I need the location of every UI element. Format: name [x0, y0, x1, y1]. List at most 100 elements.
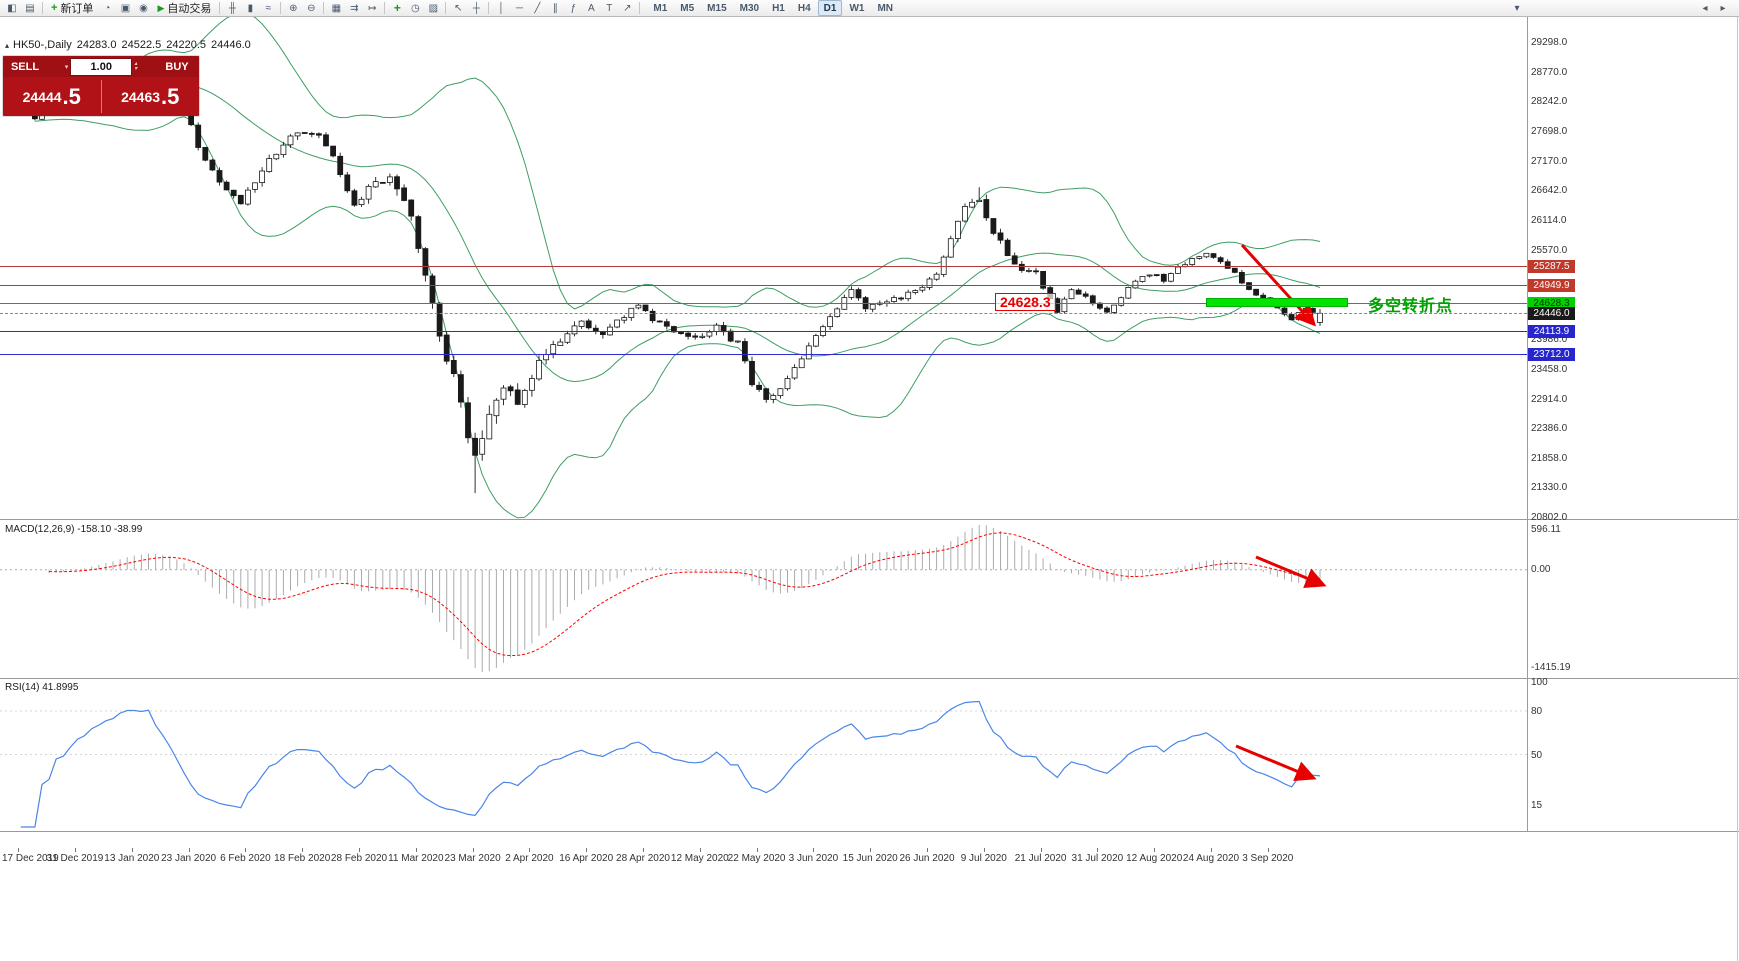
x-axis-label: 13 Jan 2020 [104, 853, 160, 864]
candlestick-chart-icon[interactable]: ▮ [247, 2, 254, 14]
timeframe-m5[interactable]: M5 [680, 2, 695, 14]
x-axis-label: 12 Aug 2020 [1126, 853, 1183, 864]
x-axis-label: 22 May 2020 [727, 853, 786, 864]
x-axis-label: 23 Mar 2020 [444, 853, 501, 864]
current-price-line[interactable] [0, 312, 1527, 314]
support-line-23712[interactable] [0, 353, 1527, 355]
rsi-axis-label: 50 [1531, 749, 1543, 761]
trendline-icon[interactable]: ╱ [534, 2, 541, 14]
panel-separator-rsi[interactable] [0, 678, 1739, 679]
toolbar-separator [280, 2, 282, 14]
chart-shift-icon[interactable]: ↦ [368, 2, 377, 14]
toolbar-left-icon[interactable]: ◂ [1702, 2, 1708, 14]
x-axis-tick [813, 848, 815, 852]
fibonacci-icon[interactable]: ƒ [570, 2, 577, 14]
spinner-down-icon[interactable]: ▾ [134, 65, 138, 72]
toolbar-right-icon[interactable]: ▸ [1720, 2, 1726, 14]
toolbar-separator [384, 2, 386, 14]
toolbar-separator [639, 2, 641, 14]
chart-profiles-icon[interactable]: ▤ [25, 2, 35, 14]
toolbar-separator [488, 2, 490, 14]
y-axis-label: 27170.0 [1531, 155, 1568, 167]
rsi-axis-label: 80 [1531, 706, 1543, 717]
periods-icon[interactable]: ◷ [410, 2, 420, 14]
indicators-icon[interactable]: + [393, 1, 401, 15]
resistance-line-25287[interactable] [0, 265, 1527, 267]
new-order-button[interactable]: + 新订单 [46, 1, 98, 16]
timeframe-d1[interactable]: D1 [817, 0, 843, 16]
date-axis-separator [0, 831, 1739, 832]
grid-icon[interactable]: ▦ [331, 2, 342, 14]
text-label-icon[interactable]: T [606, 2, 613, 14]
y-axis-label: 22386.0 [1531, 423, 1568, 435]
price-badge-23712.0: 23712.0 [1528, 347, 1575, 361]
equidistant-channel-icon[interactable]: ∥ [552, 2, 558, 14]
x-axis-tick [1040, 848, 1042, 852]
x-axis-tick [1097, 848, 1099, 852]
horizontal-line-icon[interactable]: ─ [515, 2, 523, 14]
y-axis-label: 20802.0 [1531, 512, 1568, 523]
x-axis-tick [188, 848, 190, 852]
chart-list-icon[interactable]: ▾ [1514, 2, 1520, 14]
templates-icon[interactable]: ▨ [428, 2, 439, 14]
auto-trading-button[interactable]: ▶ 自动交易 [152, 1, 216, 16]
timeframe-h1[interactable]: H1 [772, 2, 785, 14]
auto-scroll-icon[interactable]: ⇉ [350, 2, 359, 14]
line-chart-icon[interactable]: ≈ [265, 2, 272, 14]
zoom-in-icon[interactable]: ⊕ [289, 2, 298, 14]
one-click-expander-icon[interactable]: ▴ [5, 41, 10, 50]
text-icon[interactable]: A [588, 2, 595, 14]
buy-price-pips: .5 [161, 83, 180, 109]
arrows-tool-icon[interactable]: ↗ [623, 2, 632, 14]
cursor-icon[interactable]: ↖ [454, 2, 463, 14]
zoom-out-icon[interactable]: ⊖ [307, 2, 316, 14]
x-axis-tick [472, 848, 474, 852]
price-badge-24949.9: 24949.9 [1528, 278, 1575, 292]
support-line-24113[interactable] [0, 331, 1527, 333]
macd-axis-label: 596.11 [1531, 524, 1561, 535]
macd-panel[interactable] [0, 519, 1527, 678]
timeframe-toolbar: M1 M5 M15 M30 H1 H4 D1 W1 MN [647, 0, 899, 16]
resistance-line-24949[interactable] [0, 284, 1527, 286]
turning-point-highlight[interactable] [1206, 298, 1348, 307]
volume-dropdown-icon[interactable]: ▾ [64, 63, 69, 71]
vertical-line-icon[interactable]: │ [498, 2, 505, 14]
rsi-panel[interactable] [0, 678, 1527, 831]
timeframe-mn[interactable]: MN [877, 2, 894, 14]
timeframe-w1[interactable]: W1 [849, 2, 865, 14]
toolbar-separator [445, 2, 447, 14]
crosshair-icon[interactable]: ┼ [472, 2, 480, 14]
sell-button[interactable]: SELL [3, 60, 47, 74]
symbol-period-label: HK50-,Daily [13, 39, 72, 51]
x-axis-tick [927, 848, 928, 852]
market-watch-icon[interactable]: ◔ [104, 2, 111, 14]
main-chart-panel[interactable] [0, 17, 1527, 519]
buy-price[interactable]: 24463.5 [102, 77, 200, 116]
rsi-axis-label: 15 [1531, 800, 1543, 812]
price-badge-24113.9: 24113.9 [1528, 325, 1575, 339]
x-axis-label: 9 Jul 2020 [960, 853, 1007, 864]
buy-button[interactable]: BUY [155, 60, 199, 74]
sell-price-main: 24444 [22, 88, 62, 105]
sell-price[interactable]: 24444.5 [3, 77, 101, 116]
x-axis-tick [870, 848, 872, 852]
timeframe-h4[interactable]: H4 [797, 2, 811, 14]
x-axis-tick [529, 848, 531, 852]
turning-point-label[interactable]: 多空转折点 [1368, 298, 1454, 315]
price-callout[interactable]: 24628.3 [995, 293, 1056, 311]
data-window-icon[interactable]: ▣ [120, 2, 131, 14]
timeframe-m1[interactable]: M1 [653, 2, 668, 14]
auto-trading-label: 自动交易 [167, 3, 212, 15]
timeframe-m30[interactable]: M30 [739, 2, 760, 14]
volume-spinner[interactable]: ▴ ▾ [134, 61, 138, 72]
navigator-icon[interactable]: ◉ [139, 2, 148, 14]
chart-header: ▴ HK50-,Daily 24283.0 24522.5 24220.5 24446.0 [5, 39, 251, 51]
new-chart-icon[interactable]: ◧ [7, 2, 17, 14]
bar-chart-icon[interactable]: ╫ [228, 2, 236, 14]
timeframe-m15[interactable]: M15 [707, 2, 727, 14]
x-axis-tick [1267, 848, 1269, 852]
x-axis-label: 28 Feb 2020 [330, 853, 388, 864]
panel-separator-macd[interactable] [0, 519, 1739, 520]
volume-input[interactable] [70, 57, 133, 76]
y-axis-label: 21330.0 [1531, 482, 1568, 494]
